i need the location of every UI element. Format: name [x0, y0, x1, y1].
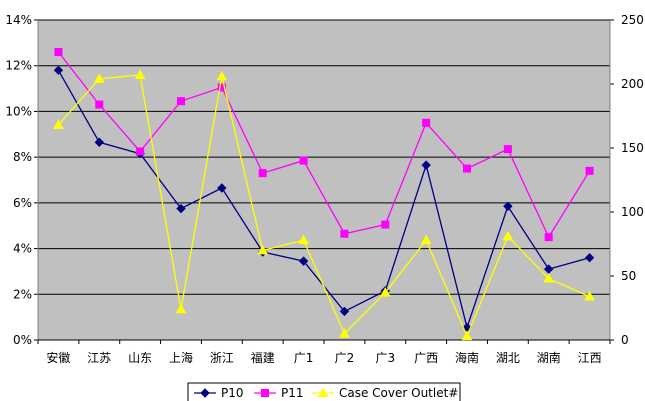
point-square [136, 147, 145, 156]
point-triangle [317, 387, 329, 397]
point-square [217, 83, 226, 92]
x-tick-label: 湖北 [496, 350, 520, 365]
point-diamond [53, 65, 64, 75]
left-tick-label: 0% [13, 333, 32, 347]
point-square [463, 164, 471, 173]
x-tick-label: 浙江 [210, 351, 234, 365]
point-triangle [379, 287, 391, 297]
point-triangle [216, 70, 228, 81]
x-axis: 安徽 江苏 山东 上海 浙江 福建 广1 广2 广3 广西 海南 湖北 湖南 江西 [37, 339, 611, 365]
legend-label: Case Cover Outlet# [339, 386, 458, 400]
x-tick-label: 山东 [128, 351, 152, 365]
plot-area [37, 19, 611, 341]
point-square [585, 166, 594, 175]
series-triangle [53, 69, 595, 341]
legend-label: P10 [221, 386, 244, 400]
point-square [177, 97, 185, 106]
left-tick-label: 12% [5, 59, 32, 73]
x-tick-label: 安徽 [46, 350, 70, 365]
right-tick-label: 200 [621, 77, 644, 91]
point-triangle [339, 328, 350, 338]
right-tick-label: 0 [621, 333, 629, 347]
x-tick-label: 湖南 [537, 350, 561, 365]
point-diamond [217, 183, 227, 193]
point-square [340, 229, 349, 238]
x-tick-label: 江西 [578, 351, 602, 365]
x-tick-label: 福建 [251, 350, 275, 365]
series-line [57, 51, 591, 239]
left-tick-label: 6% [13, 196, 32, 210]
point-diamond [94, 137, 104, 147]
point-square [503, 145, 512, 154]
right-tick-label: 150 [621, 141, 644, 155]
right-tick-label: 100 [621, 205, 644, 219]
point-diamond [503, 201, 513, 211]
point-diamond [584, 253, 595, 263]
point-diamond [339, 306, 350, 317]
x-tick-label: 江苏 [87, 351, 111, 365]
point-square [422, 118, 431, 127]
point-triangle [134, 69, 146, 80]
point-square [54, 48, 63, 56]
point-triangle [502, 230, 514, 241]
point-triangle [420, 234, 432, 245]
point-square [299, 156, 308, 165]
point-triangle [543, 273, 555, 283]
gridlines [38, 19, 610, 295]
point-square [261, 389, 269, 397]
x-tick-label: 广1 [294, 351, 314, 365]
left-tick-label: 14% [5, 13, 32, 27]
right-tick-label: 50 [621, 269, 636, 283]
point-triangle [298, 234, 309, 245]
point-triangle [53, 119, 64, 129]
point-triangle [584, 290, 595, 301]
point-diamond [421, 160, 431, 170]
x-tick-label: 海南 [455, 350, 479, 365]
point-diamond [176, 203, 186, 214]
series-square [54, 48, 594, 242]
point-triangle [461, 330, 473, 341]
point-square [381, 220, 390, 229]
point-triangle [257, 244, 269, 255]
right-axis: 0 50 100 150 200 250 [609, 13, 644, 347]
point-square [544, 233, 553, 242]
left-tick-label: 2% [13, 287, 32, 301]
point-diamond [200, 388, 210, 398]
x-tick-label: 上海 [169, 350, 193, 365]
x-tick-label: 广西 [414, 351, 438, 365]
left-tick-label: 8% [13, 150, 32, 164]
x-tick-label: 广2 [335, 351, 355, 365]
left-tick-label: 4% [13, 242, 32, 256]
x-tick-label: 广3 [375, 351, 395, 365]
left-axis: 0% 2% 4% 6% 8% 10% 12% 14% [5, 13, 39, 347]
series-layer [53, 48, 595, 341]
point-square [95, 100, 104, 109]
left-tick-label: 10% [5, 104, 32, 118]
legend-label: P11 [281, 386, 304, 400]
legend: P10 P11 Case Cover Outlet# [187, 382, 461, 401]
point-square [258, 169, 267, 178]
point-triangle [93, 73, 105, 83]
point-diamond [298, 256, 309, 266]
point-triangle [175, 303, 187, 314]
series-line [57, 74, 590, 338]
right-tick-label: 250 [621, 13, 644, 27]
